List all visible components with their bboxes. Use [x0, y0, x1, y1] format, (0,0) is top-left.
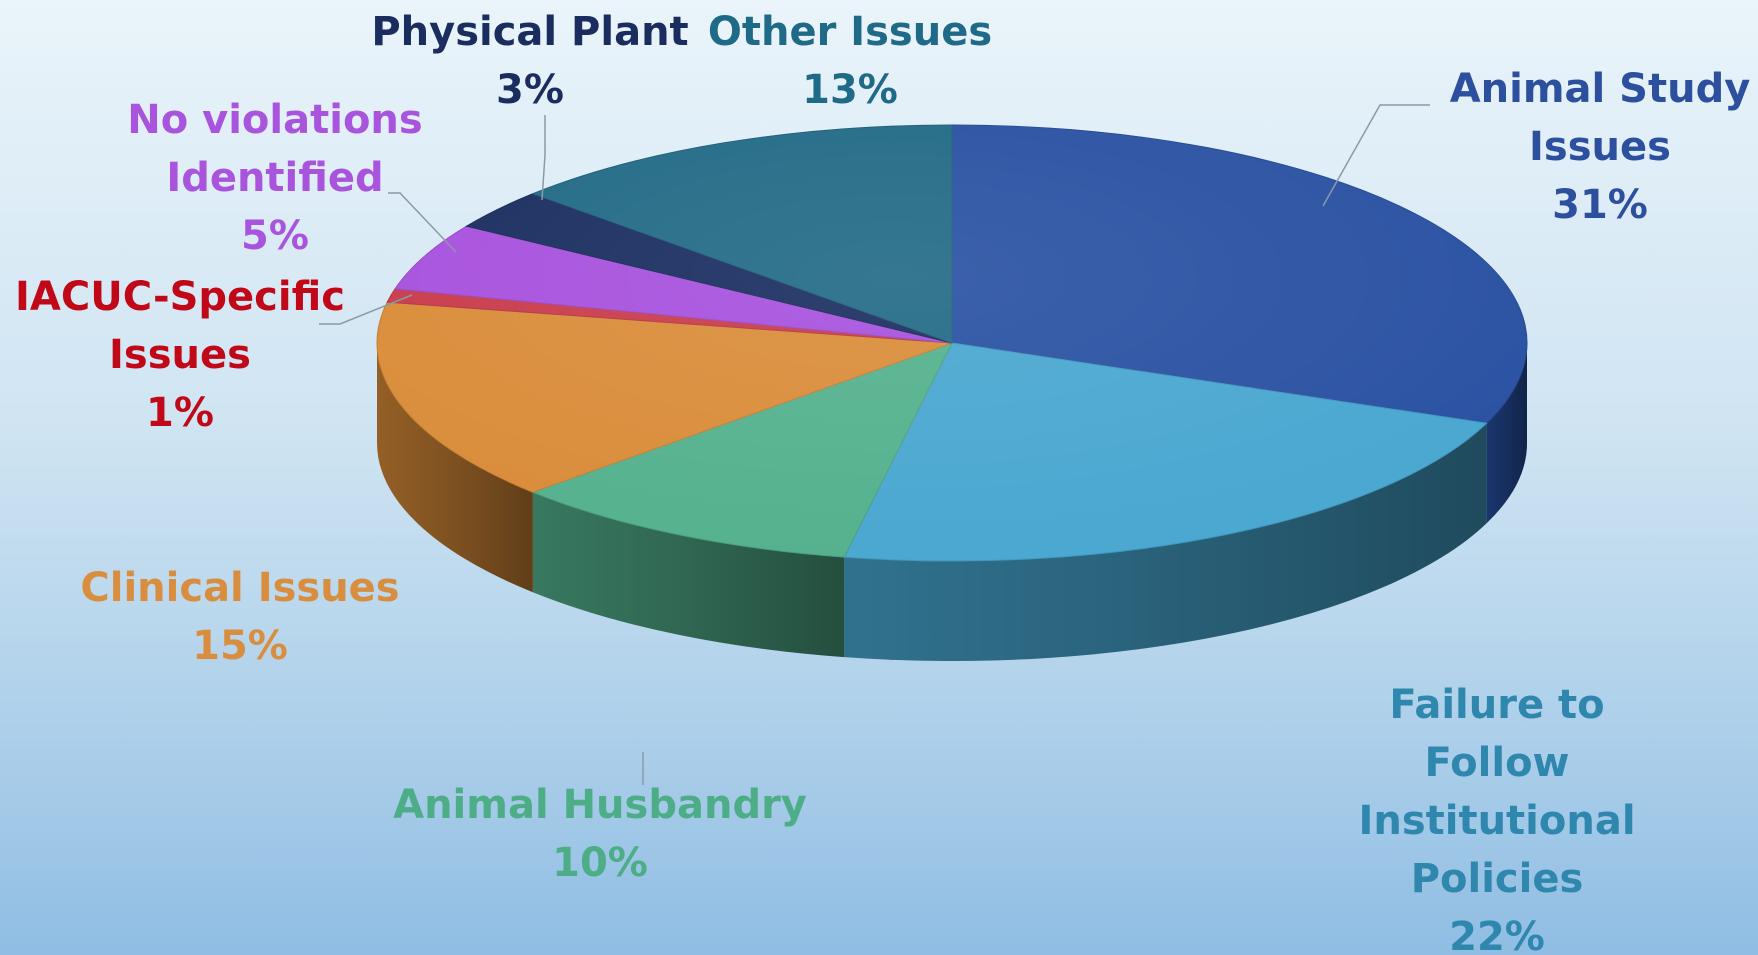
- leader-line-no-violations-identified: [388, 192, 457, 253]
- pie-side-shading: [377, 343, 533, 593]
- pie-side-shading: [532, 492, 845, 658]
- slice-label-other-issues: Other Issues: [708, 9, 992, 55]
- slice-percent-animal-study-issues: 31%: [1552, 182, 1648, 228]
- slice-label-animal-study-issues: Issues: [1529, 124, 1671, 170]
- slice-percent-clinical-issues: 15%: [192, 623, 288, 669]
- slice-label-clinical-issues: Clinical Issues: [80, 565, 399, 611]
- slice-label-iacuc-specific-issues: Issues: [109, 332, 251, 378]
- slice-label-no-violations-identified: Identified: [166, 155, 383, 201]
- slice-labels: Animal Study Issues 31% Failure to Follow Ins…: [15, 9, 1750, 955]
- slice-percent-animal-husbandry: 10%: [552, 840, 648, 886]
- slice-label-animal-husbandry: Animal Husbandry: [393, 782, 807, 828]
- slice-label-failure-to-follow-institutional-policies: Policies: [1411, 856, 1584, 902]
- slice-label-failure-to-follow-institutional-policies: Follow: [1424, 740, 1569, 786]
- leader-lines: [319, 104, 1430, 785]
- slice-label-animal-study-issues: Animal Study: [1450, 66, 1751, 112]
- slice-percent-no-violations-identified: 5%: [241, 213, 309, 259]
- pie-side-shading: [844, 423, 1487, 661]
- leader-line-iacuc-specific-issues: [319, 294, 413, 325]
- slice-label-iacuc-specific-issues: IACUC-Specific: [15, 274, 345, 320]
- slice-percent-iacuc-specific-issues: 1%: [146, 390, 214, 436]
- slice-percent-physical-plant: 3%: [496, 67, 564, 113]
- pie-sides: [377, 343, 1527, 661]
- pie-top-highlight: [377, 125, 1527, 561]
- leader-line-physical-plant: [541, 115, 546, 201]
- pie-slices: [376, 124, 1528, 562]
- slice-percent-failure-to-follow-institutional-policies: 22%: [1449, 914, 1545, 955]
- pie-side-shading: [1486, 343, 1527, 524]
- leader-line-animal-study-issues: [1322, 104, 1430, 207]
- slice-percent-other-issues: 13%: [802, 67, 898, 113]
- slice-label-failure-to-follow-institutional-policies: Failure to: [1389, 682, 1604, 728]
- slice-label-physical-plant: Physical Plant: [371, 9, 688, 55]
- slice-label-failure-to-follow-institutional-policies: Institutional: [1358, 798, 1635, 844]
- slice-label-no-violations-identified: No violations: [127, 97, 422, 143]
